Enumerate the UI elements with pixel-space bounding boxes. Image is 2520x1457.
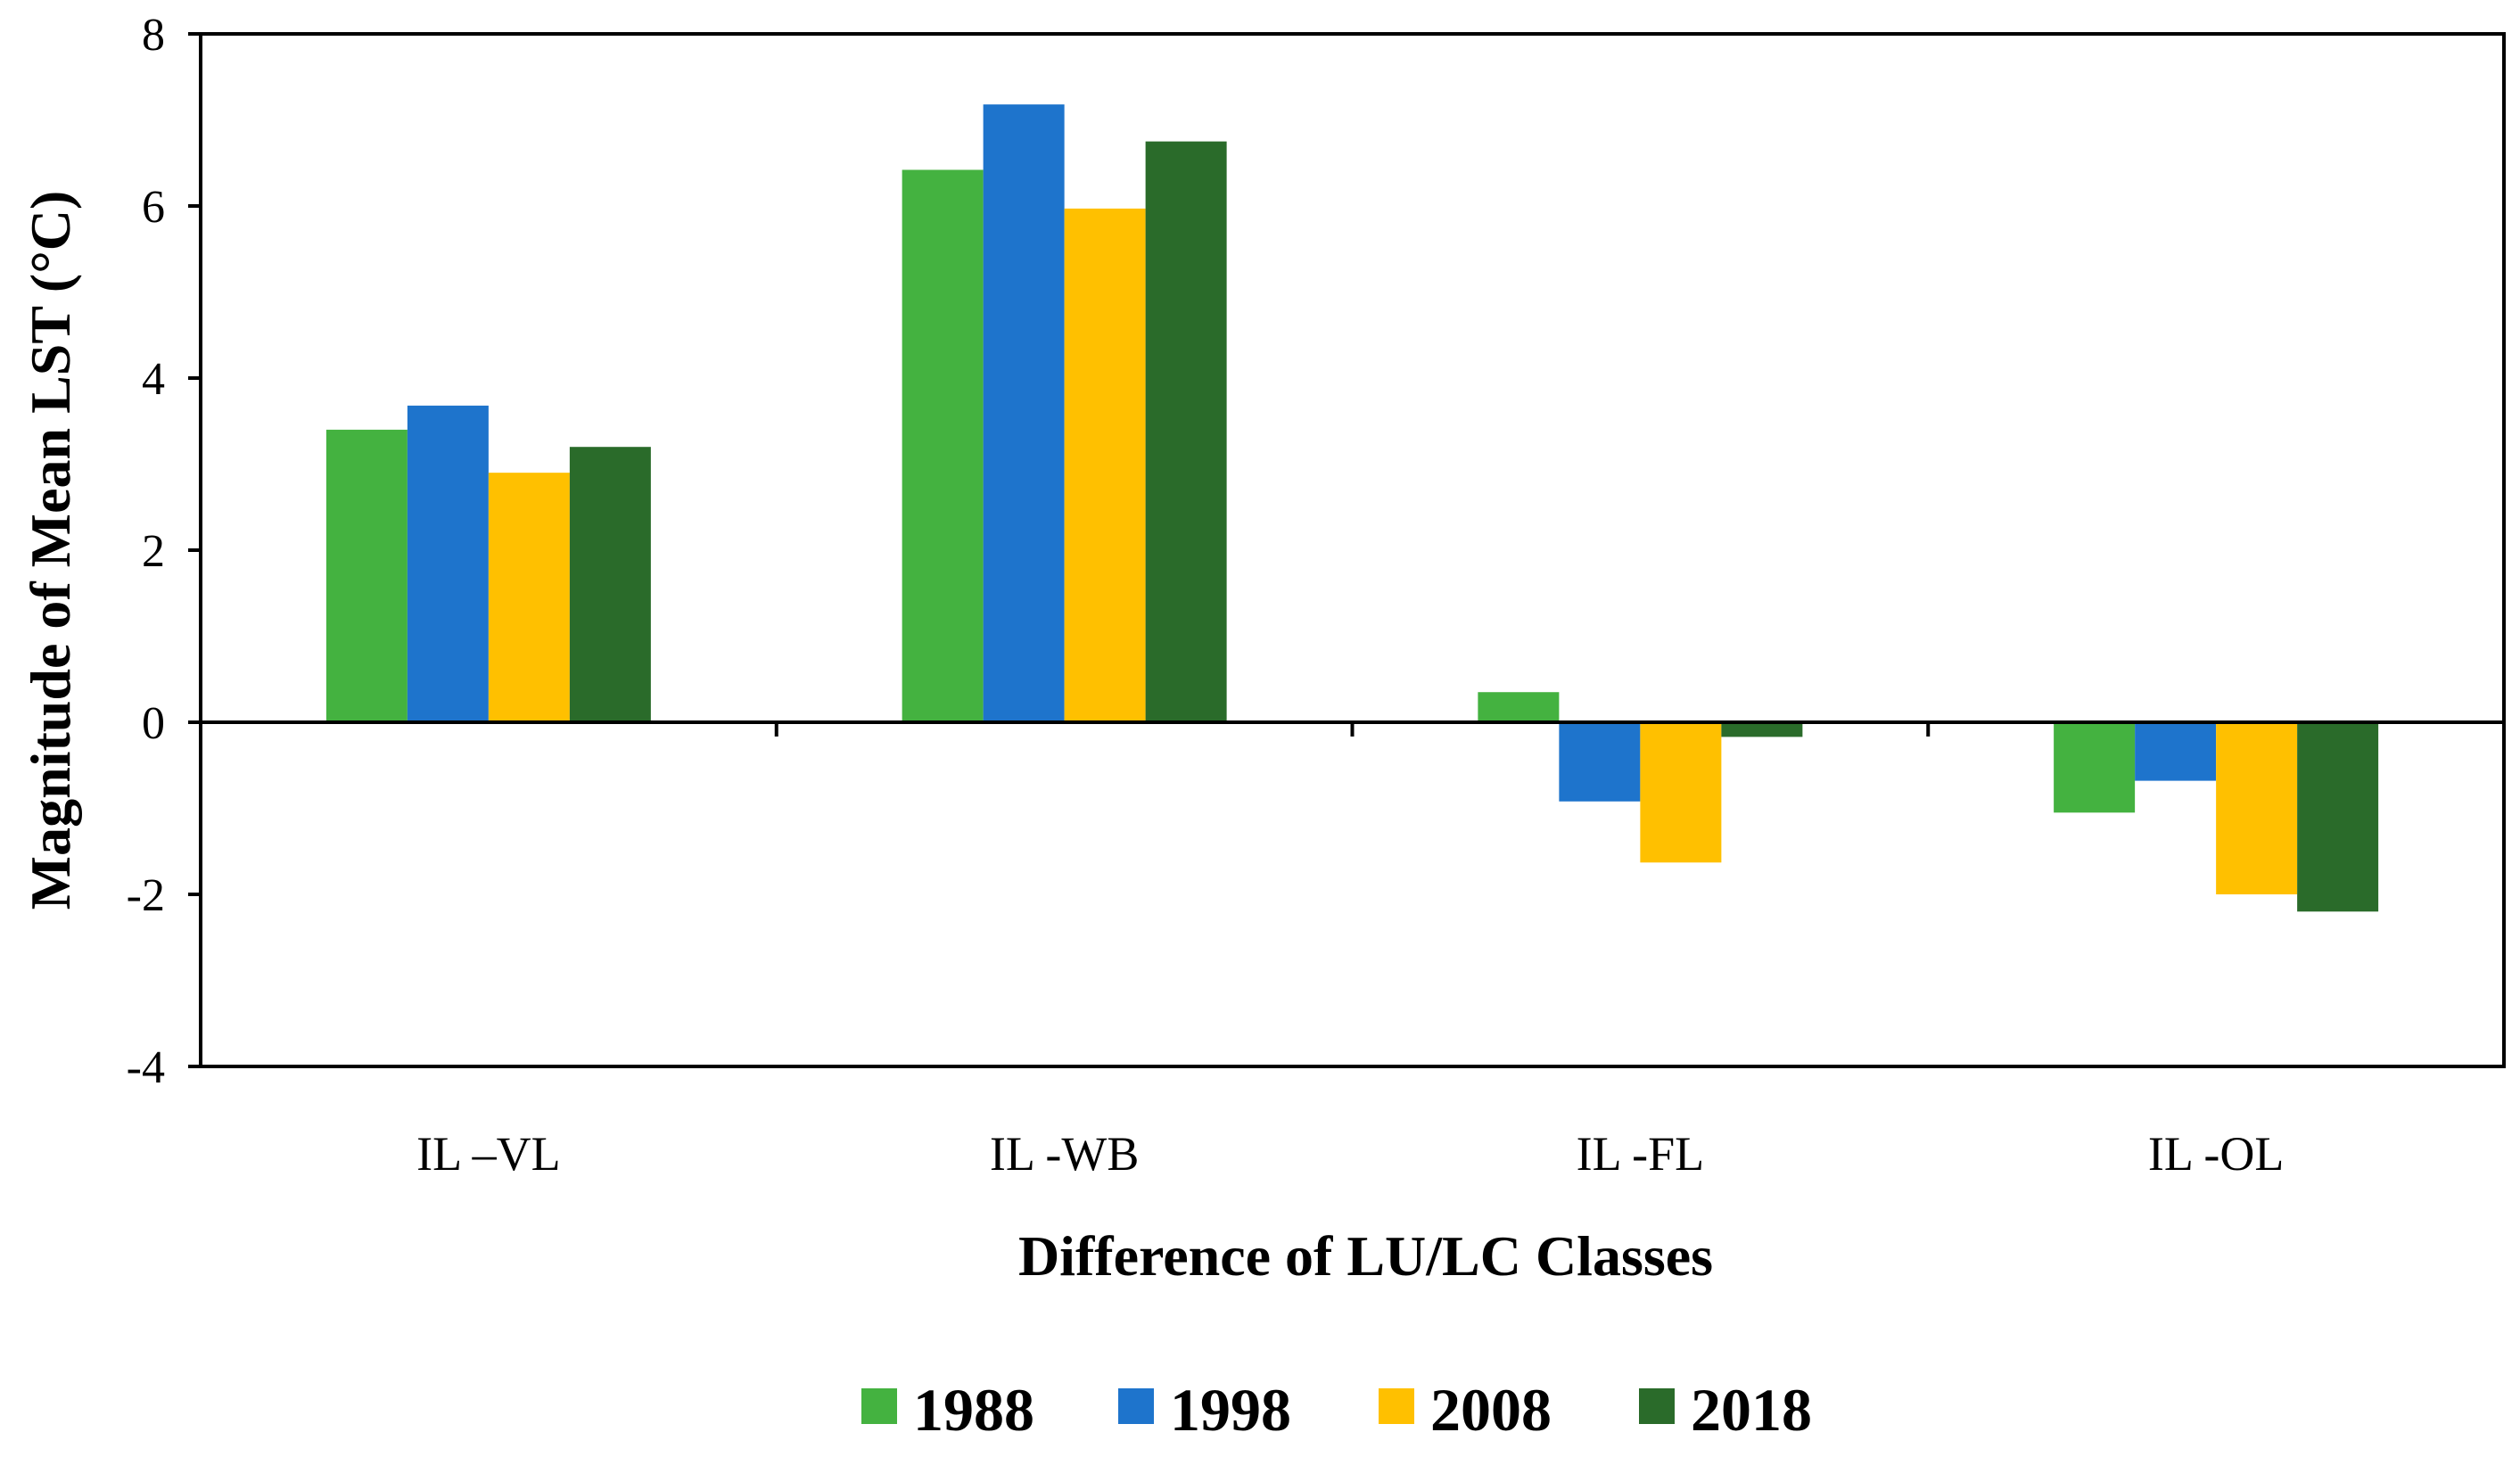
legend-label-2018: 2018 (1691, 1376, 1812, 1444)
bars-layer (325, 104, 2379, 912)
y-tick-label: 8 (142, 10, 165, 61)
x-category-label: IL -WB (990, 1127, 1139, 1181)
y-tick-label: 0 (142, 698, 165, 749)
bar-1988-2 (1478, 692, 1560, 722)
bar-1998-1 (983, 104, 1065, 722)
y-tick-label: -2 (127, 870, 165, 921)
legend: 1988 1998 2008 2018 (861, 1376, 1812, 1444)
bar-2018-1 (1145, 141, 1227, 722)
bar-2008-2 (1640, 722, 1722, 863)
x-category-label: IL -OL (2148, 1127, 2284, 1181)
x-axis-title: Difference of LU/LC Classes (1018, 1224, 1713, 1288)
legend-swatch-1998 (1118, 1388, 1154, 1424)
bar-1988-0 (325, 429, 408, 722)
x-category-label: IL –VL (416, 1127, 560, 1181)
legend-label-2008: 2008 (1430, 1376, 1552, 1444)
bar-1998-2 (1559, 722, 1641, 802)
legend-swatch-2008 (1379, 1388, 1414, 1424)
bar-2018-0 (569, 447, 651, 722)
y-tick-label: 4 (142, 354, 165, 405)
bar-1988-1 (902, 169, 984, 723)
y-tick-label: -4 (127, 1042, 165, 1093)
bar-1988-3 (2054, 722, 2136, 813)
bar-1998-3 (2135, 722, 2217, 781)
y-axis: -4 -2 0 2 4 6 8 (127, 10, 201, 1093)
bar-2018-2 (1721, 722, 1803, 737)
y-axis-title: Magnitude of Mean LST (°C) (19, 191, 82, 910)
bar-2008-0 (488, 473, 570, 722)
y-tick-label: 6 (142, 182, 165, 233)
x-category-label: IL -FL (1577, 1127, 1704, 1181)
bar-2008-1 (1064, 208, 1146, 722)
legend-label-1988: 1988 (913, 1376, 1034, 1444)
y-tick-label: 2 (142, 526, 165, 577)
bar-2018-3 (2297, 722, 2379, 912)
legend-label-1998: 1998 (1170, 1376, 1291, 1444)
bar-2008-3 (2216, 722, 2298, 894)
legend-swatch-1988 (861, 1388, 897, 1424)
x-axis: IL –VL IL -WB IL -FL IL -OL (416, 722, 2284, 1181)
legend-swatch-2018 (1639, 1388, 1675, 1424)
bar-1998-0 (407, 405, 489, 722)
